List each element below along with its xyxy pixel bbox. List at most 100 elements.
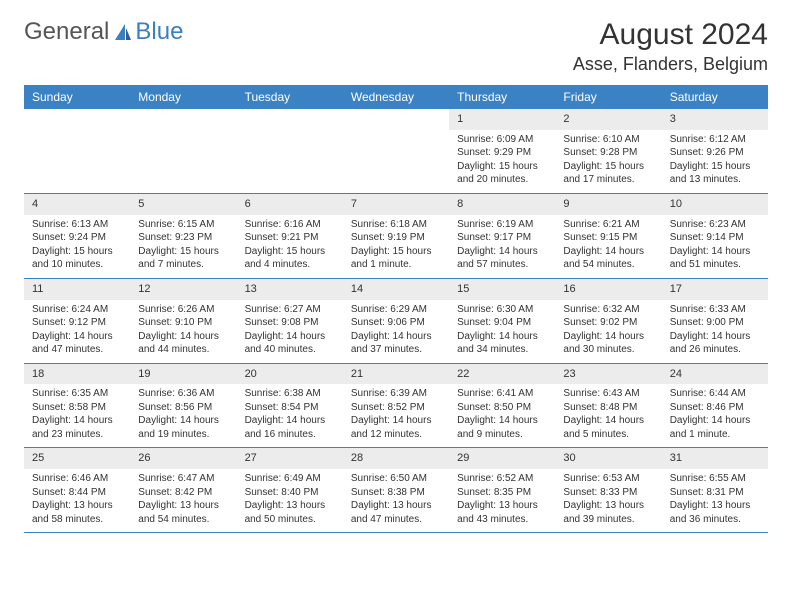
sunrise-line: Sunrise: 6:09 AM (457, 133, 547, 147)
daylight-line: Daylight: 15 hours and 20 minutes. (457, 160, 547, 187)
day-content: Sunrise: 6:35 AMSunset: 8:58 PMDaylight:… (24, 384, 130, 447)
dow-sun: Sunday (24, 85, 130, 109)
day-content: Sunrise: 6:27 AMSunset: 9:08 PMDaylight:… (237, 300, 343, 363)
day-content: Sunrise: 6:33 AMSunset: 9:00 PMDaylight:… (662, 300, 768, 363)
day-number: 13 (237, 279, 343, 300)
daylight-line: Daylight: 14 hours and 9 minutes. (457, 414, 547, 441)
day-cell: 15Sunrise: 6:30 AMSunset: 9:04 PMDayligh… (449, 279, 555, 363)
sunset-line: Sunset: 9:10 PM (138, 316, 228, 330)
day-content: Sunrise: 6:16 AMSunset: 9:21 PMDaylight:… (237, 215, 343, 278)
day-number: 24 (662, 364, 768, 385)
day-cell: 3Sunrise: 6:12 AMSunset: 9:26 PMDaylight… (662, 109, 768, 193)
sunrise-line: Sunrise: 6:38 AM (245, 387, 335, 401)
day-number: 2 (555, 109, 661, 130)
sunrise-line: Sunrise: 6:13 AM (32, 218, 122, 232)
daylight-line: Daylight: 15 hours and 13 minutes. (670, 160, 760, 187)
sunset-line: Sunset: 8:31 PM (670, 486, 760, 500)
sunset-line: Sunset: 9:02 PM (563, 316, 653, 330)
day-cell: 29Sunrise: 6:52 AMSunset: 8:35 PMDayligh… (449, 448, 555, 532)
day-content: Sunrise: 6:47 AMSunset: 8:42 PMDaylight:… (130, 469, 236, 532)
day-number: 17 (662, 279, 768, 300)
day-content: Sunrise: 6:50 AMSunset: 8:38 PMDaylight:… (343, 469, 449, 532)
day-cell: 10Sunrise: 6:23 AMSunset: 9:14 PMDayligh… (662, 194, 768, 278)
day-number: 14 (343, 279, 449, 300)
daylight-line: Daylight: 14 hours and 26 minutes. (670, 330, 760, 357)
daylight-line: Daylight: 13 hours and 47 minutes. (351, 499, 441, 526)
daylight-line: Daylight: 15 hours and 7 minutes. (138, 245, 228, 272)
sunset-line: Sunset: 8:35 PM (457, 486, 547, 500)
sunset-line: Sunset: 9:21 PM (245, 231, 335, 245)
sunrise-line: Sunrise: 6:44 AM (670, 387, 760, 401)
day-content: Sunrise: 6:15 AMSunset: 9:23 PMDaylight:… (130, 215, 236, 278)
day-cell (343, 109, 449, 193)
day-number: 31 (662, 448, 768, 469)
day-cell: 8Sunrise: 6:19 AMSunset: 9:17 PMDaylight… (449, 194, 555, 278)
day-cell: 4Sunrise: 6:13 AMSunset: 9:24 PMDaylight… (24, 194, 130, 278)
sunrise-line: Sunrise: 6:16 AM (245, 218, 335, 232)
day-number: 8 (449, 194, 555, 215)
sunset-line: Sunset: 9:12 PM (32, 316, 122, 330)
day-number: 27 (237, 448, 343, 469)
daylight-line: Daylight: 15 hours and 4 minutes. (245, 245, 335, 272)
sunset-line: Sunset: 8:52 PM (351, 401, 441, 415)
day-cell: 1Sunrise: 6:09 AMSunset: 9:29 PMDaylight… (449, 109, 555, 193)
day-content: Sunrise: 6:24 AMSunset: 9:12 PMDaylight:… (24, 300, 130, 363)
sunrise-line: Sunrise: 6:33 AM (670, 303, 760, 317)
day-content: Sunrise: 6:18 AMSunset: 9:19 PMDaylight:… (343, 215, 449, 278)
sunrise-line: Sunrise: 6:46 AM (32, 472, 122, 486)
sunrise-line: Sunrise: 6:47 AM (138, 472, 228, 486)
daylight-line: Daylight: 13 hours and 54 minutes. (138, 499, 228, 526)
day-number: 25 (24, 448, 130, 469)
sunset-line: Sunset: 9:00 PM (670, 316, 760, 330)
daylight-line: Daylight: 13 hours and 39 minutes. (563, 499, 653, 526)
sunrise-line: Sunrise: 6:41 AM (457, 387, 547, 401)
day-number: 29 (449, 448, 555, 469)
day-content: Sunrise: 6:10 AMSunset: 9:28 PMDaylight:… (555, 130, 661, 193)
day-cell: 5Sunrise: 6:15 AMSunset: 9:23 PMDaylight… (130, 194, 236, 278)
sunset-line: Sunset: 8:56 PM (138, 401, 228, 415)
day-content: Sunrise: 6:12 AMSunset: 9:26 PMDaylight:… (662, 130, 768, 193)
day-cell (237, 109, 343, 193)
sunrise-line: Sunrise: 6:49 AM (245, 472, 335, 486)
sunset-line: Sunset: 9:06 PM (351, 316, 441, 330)
day-number: 5 (130, 194, 236, 215)
sunrise-line: Sunrise: 6:29 AM (351, 303, 441, 317)
sunset-line: Sunset: 9:29 PM (457, 146, 547, 160)
daylight-line: Daylight: 14 hours and 37 minutes. (351, 330, 441, 357)
day-cell: 2Sunrise: 6:10 AMSunset: 9:28 PMDaylight… (555, 109, 661, 193)
day-content: Sunrise: 6:53 AMSunset: 8:33 PMDaylight:… (555, 469, 661, 532)
day-cell: 19Sunrise: 6:36 AMSunset: 8:56 PMDayligh… (130, 364, 236, 448)
daylight-line: Daylight: 14 hours and 16 minutes. (245, 414, 335, 441)
day-cell (130, 109, 236, 193)
day-number: 3 (662, 109, 768, 130)
day-number: 7 (343, 194, 449, 215)
day-cell: 24Sunrise: 6:44 AMSunset: 8:46 PMDayligh… (662, 364, 768, 448)
sunset-line: Sunset: 9:08 PM (245, 316, 335, 330)
day-content: Sunrise: 6:09 AMSunset: 9:29 PMDaylight:… (449, 130, 555, 193)
day-cell: 27Sunrise: 6:49 AMSunset: 8:40 PMDayligh… (237, 448, 343, 532)
sunset-line: Sunset: 9:19 PM (351, 231, 441, 245)
daylight-line: Daylight: 15 hours and 1 minute. (351, 245, 441, 272)
daylight-line: Daylight: 14 hours and 30 minutes. (563, 330, 653, 357)
day-cell: 9Sunrise: 6:21 AMSunset: 9:15 PMDaylight… (555, 194, 661, 278)
day-number: 11 (24, 279, 130, 300)
daylight-line: Daylight: 14 hours and 34 minutes. (457, 330, 547, 357)
day-content: Sunrise: 6:55 AMSunset: 8:31 PMDaylight:… (662, 469, 768, 532)
day-content: Sunrise: 6:46 AMSunset: 8:44 PMDaylight:… (24, 469, 130, 532)
daylight-line: Daylight: 14 hours and 44 minutes. (138, 330, 228, 357)
day-number: 21 (343, 364, 449, 385)
month-title: August 2024 (573, 18, 768, 52)
sunrise-line: Sunrise: 6:21 AM (563, 218, 653, 232)
day-number: 6 (237, 194, 343, 215)
day-content: Sunrise: 6:21 AMSunset: 9:15 PMDaylight:… (555, 215, 661, 278)
sunset-line: Sunset: 9:23 PM (138, 231, 228, 245)
week-row: 11Sunrise: 6:24 AMSunset: 9:12 PMDayligh… (24, 279, 768, 364)
sunset-line: Sunset: 8:44 PM (32, 486, 122, 500)
day-content: Sunrise: 6:19 AMSunset: 9:17 PMDaylight:… (449, 215, 555, 278)
daylight-line: Daylight: 13 hours and 58 minutes. (32, 499, 122, 526)
sunrise-line: Sunrise: 6:10 AM (563, 133, 653, 147)
daylight-line: Daylight: 14 hours and 23 minutes. (32, 414, 122, 441)
day-number: 16 (555, 279, 661, 300)
sunset-line: Sunset: 8:50 PM (457, 401, 547, 415)
sunset-line: Sunset: 8:48 PM (563, 401, 653, 415)
